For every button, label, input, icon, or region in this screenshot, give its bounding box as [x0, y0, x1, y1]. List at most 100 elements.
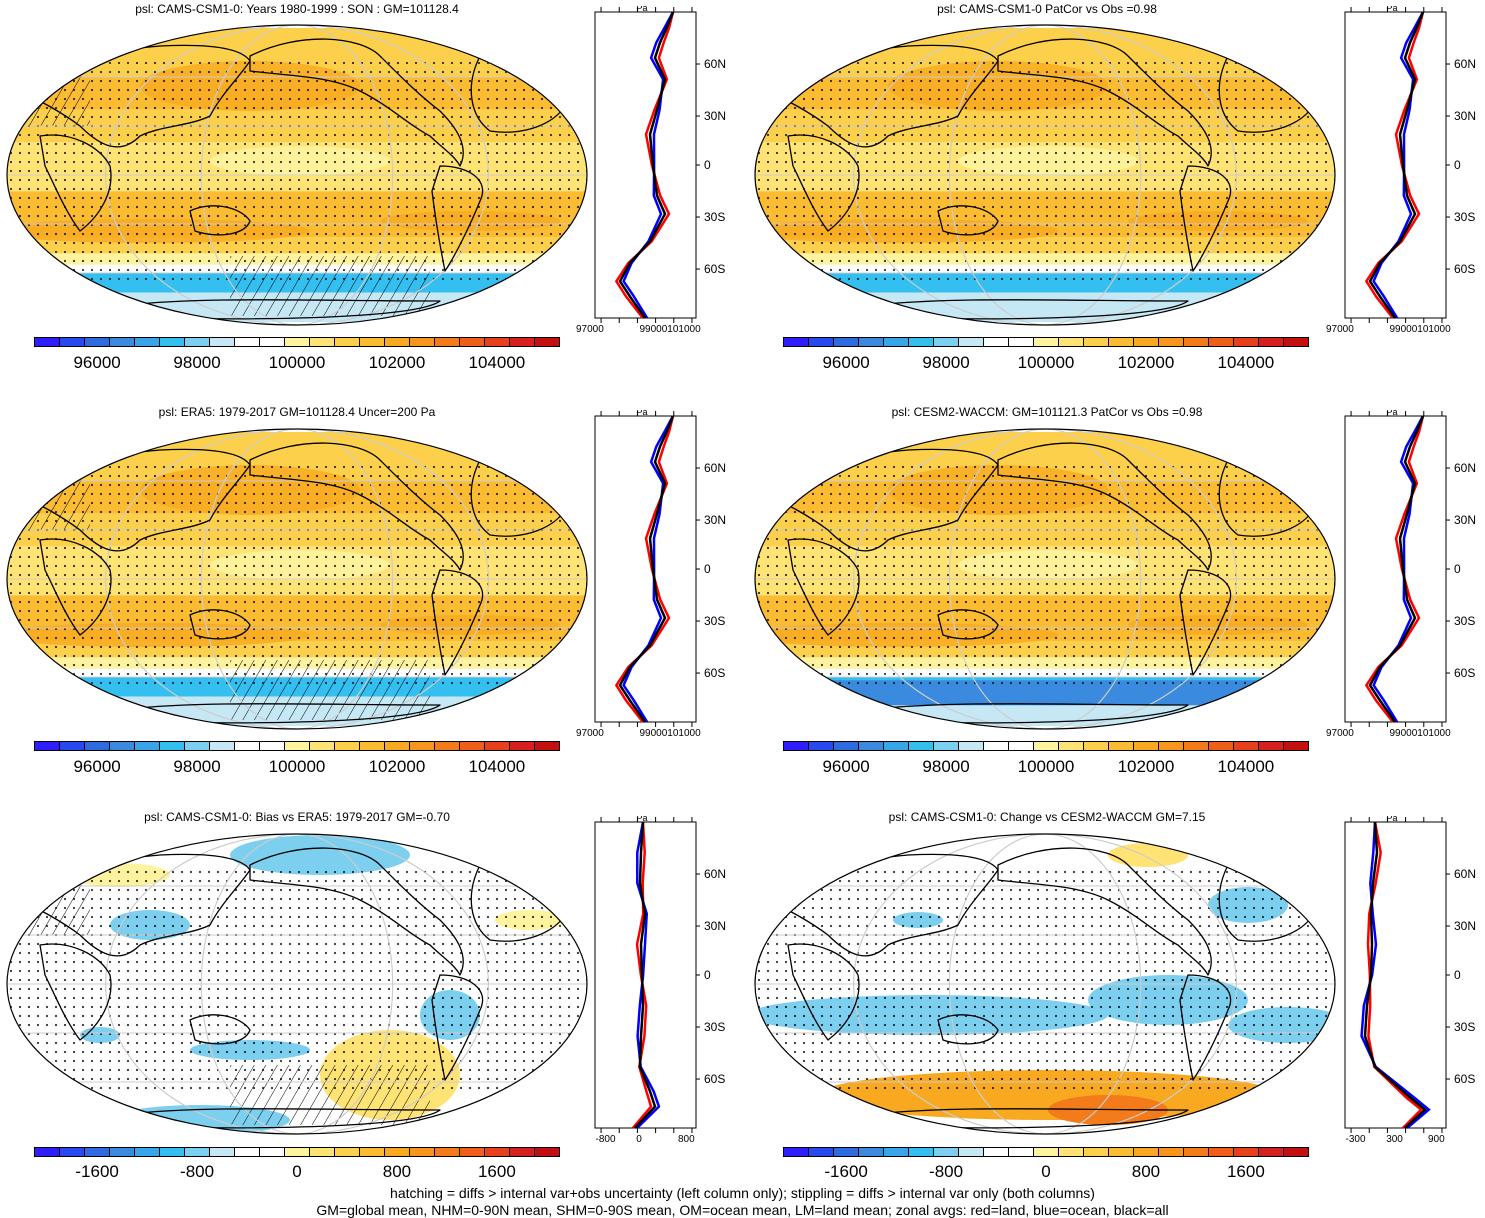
zonal-lat-label: 30N	[1454, 513, 1477, 528]
zonal-lat-label: 60N	[1454, 461, 1477, 476]
colorbar-tick-label: 104000	[468, 353, 526, 372]
robinson-map	[6, 833, 588, 1135]
zonal-units-label: Pa	[1386, 410, 1397, 417]
robinson-map	[6, 24, 588, 326]
zonal-lat-label: 0	[1454, 562, 1461, 576]
zonal-lat-label: 0	[1454, 968, 1461, 982]
colorbar	[783, 741, 1309, 751]
zonal-mean-plot: Pa	[1344, 6, 1450, 323]
zonal-profile-line	[618, 11, 675, 319]
zonal-lat-label: 60S	[1454, 666, 1476, 681]
colorbar	[783, 1147, 1309, 1157]
zonal-x-label: -800	[595, 1134, 616, 1145]
zonal-profile-line	[634, 821, 657, 1129]
zonal-lat-label: 60N	[1454, 867, 1477, 882]
colorbar-tick-label: -800	[929, 1162, 964, 1181]
zonal-profile-line	[1368, 11, 1425, 319]
zonal-lat-label: 30N	[1454, 919, 1477, 934]
map-title: psl: ERA5: 1979-2017 GM=101128.4 Uncer=2…	[158, 405, 436, 419]
zonal-mean-plot: Pa	[594, 6, 700, 323]
robinson-map	[6, 428, 588, 730]
zonal-units-label: Pa	[636, 6, 647, 13]
zonal-lat-label: 30S	[704, 1020, 726, 1035]
zonal-lat-label: 0	[1454, 158, 1461, 172]
zonal-x-label: 900	[1428, 1134, 1445, 1145]
colorbar-tick-label: 1600	[1226, 1162, 1265, 1181]
zonal-profile-line	[1372, 415, 1425, 723]
colorbar-tick-label: 102000	[368, 353, 426, 372]
zonal-lat-label: 30S	[1454, 614, 1476, 629]
colorbar-tick-label: 800	[382, 1162, 412, 1181]
colorbar-tick-label: 100000	[268, 757, 326, 776]
zonal-mean-plot: Pa	[594, 410, 700, 727]
colorbar-tick-label: 1600	[477, 1162, 516, 1181]
colorbar-tick-label: 104000	[1217, 353, 1275, 372]
zonal-x-label: 97000	[576, 324, 604, 335]
zonal-profile-line	[1363, 821, 1427, 1129]
zonal-lat-label: 30S	[1454, 1020, 1476, 1035]
zonal-lat-label: 60N	[1454, 57, 1477, 72]
colorbar-labels: -1600 -800 0 800 1600	[34, 1162, 560, 1182]
robinson-map	[754, 24, 1336, 326]
zonal-lat-label: 30S	[1454, 210, 1476, 225]
zonal-lat-label: 60S	[1454, 262, 1476, 277]
colorbar-tick-label: 96000	[822, 353, 870, 372]
zonal-profile-line	[1372, 11, 1425, 319]
zonal-x-label: 99000101000	[1389, 324, 1451, 335]
zonal-x-label: 97000	[1326, 324, 1354, 335]
zonal-x-label: 99000101000	[639, 728, 701, 739]
footer-line-1: hatching = diffs > internal var+obs unce…	[390, 1185, 1095, 1201]
colorbar	[34, 741, 560, 751]
zonal-mean-plot: Pa	[1344, 816, 1450, 1133]
zonal-x-label: 800	[678, 1134, 695, 1145]
colorbar-tick-label: 104000	[468, 757, 526, 776]
zonal-units-label: Pa	[1386, 6, 1397, 13]
zonal-lat-label: 30N	[704, 109, 727, 124]
colorbar-labels: 96000 98000 100000 102000 104000	[783, 353, 1309, 373]
zonal-units-label: Pa	[636, 816, 647, 823]
robinson-map	[754, 833, 1336, 1135]
colorbar-tick-label: 104000	[1217, 757, 1275, 776]
zonal-lat-label: 60S	[704, 262, 726, 277]
zonal-profile-line	[618, 415, 675, 723]
zonal-mean-plot: Pa	[1344, 410, 1450, 727]
zonal-lat-label: 0	[704, 968, 711, 982]
colorbar-labels: 96000 98000 100000 102000 104000	[34, 353, 560, 373]
map-title: psl: CESM2-WACCM: GM=101121.3 PatCor vs …	[891, 405, 1203, 419]
zonal-units-label: Pa	[1386, 816, 1397, 823]
zonal-x-label: 99000101000	[1389, 728, 1451, 739]
colorbar-tick-label: 96000	[73, 757, 121, 776]
zonal-profile-line	[622, 11, 675, 319]
map-title: psl: CAMS-CSM1-0: Change vs CESM2-WACCM …	[888, 810, 1206, 824]
zonal-lat-label: 60N	[704, 867, 727, 882]
zonal-x-label: 97000	[576, 728, 604, 739]
zonal-mean-plot: Pa	[594, 816, 700, 1133]
map-title: psl: CAMS-CSM1-0: Years 1980-1999 : SON …	[135, 2, 459, 16]
zonal-profile-line	[1368, 415, 1425, 723]
footer-line-2: GM=global mean, NHM=0-90N mean, SHM=0-90…	[316, 1202, 1169, 1218]
zonal-lat-label: 60S	[704, 1072, 726, 1087]
colorbar-tick-label: -1600	[824, 1162, 868, 1181]
zonal-lat-label: 60S	[1454, 1072, 1476, 1087]
zonal-units-label: Pa	[636, 410, 647, 417]
zonal-x-label: -300	[1345, 1134, 1366, 1145]
zonal-x-label: 99000101000	[639, 324, 701, 335]
colorbar-labels: 96000 98000 100000 102000 104000	[34, 757, 560, 777]
zonal-x-label: 97000	[1326, 728, 1354, 739]
zonal-lat-label: 30N	[1454, 109, 1477, 124]
colorbar-tick-label: -1600	[75, 1162, 119, 1181]
colorbar-tick-label: -800	[180, 1162, 215, 1181]
colorbar-labels: -1600 -800 0 800 1600	[783, 1162, 1309, 1182]
zonal-lat-label: 30S	[704, 614, 726, 629]
zonal-lat-label: 60N	[704, 57, 727, 72]
zonal-lat-label: 0	[704, 158, 711, 172]
zonal-lat-label: 30S	[704, 210, 726, 225]
map-title: psl: CAMS-CSM1-0: Bias vs ERA5: 1979-201…	[144, 810, 450, 824]
colorbar-tick-label: 102000	[368, 757, 426, 776]
colorbar-tick-label: 100000	[1017, 353, 1075, 372]
colorbar-labels: 96000 98000 100000 102000 104000	[783, 757, 1309, 777]
colorbar-tick-label: 0	[292, 1162, 302, 1181]
colorbar-tick-label: 102000	[1117, 353, 1175, 372]
zonal-x-label: 0	[636, 1134, 642, 1145]
colorbar-tick-label: 98000	[173, 353, 221, 372]
